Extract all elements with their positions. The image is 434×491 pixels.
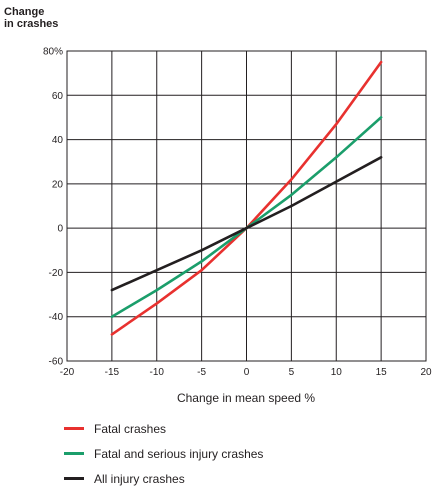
legend-label-fatal-serious: Fatal and serious injury crashes bbox=[94, 446, 264, 461]
line-chart: -20 -15 -10 -5 0 5 10 15 20 -60 -40 -20 0 20 40 60 80% C… bbox=[43, 47, 432, 406]
legend-label-fatal: Fatal crashes bbox=[94, 421, 167, 436]
y-tick-label: -60 bbox=[49, 357, 64, 368]
y-tick-label: 0 bbox=[57, 224, 63, 235]
grid bbox=[67, 51, 426, 361]
legend-swatch-fatal bbox=[64, 427, 84, 430]
x-tick-label: 15 bbox=[376, 367, 388, 378]
x-tick-label: -20 bbox=[60, 367, 75, 378]
y-tick-label: -20 bbox=[49, 268, 64, 279]
x-tick-label: -5 bbox=[197, 367, 206, 378]
y-axis-label: Change in crashes bbox=[4, 6, 59, 30]
legend-label-all-injury: All injury crashes bbox=[94, 471, 185, 486]
plot-area bbox=[66, 50, 427, 362]
y-tick-label: 80% bbox=[43, 47, 63, 58]
legend-swatch-all-injury bbox=[64, 477, 84, 480]
x-tick-label: 5 bbox=[289, 367, 295, 378]
plot-frame bbox=[66, 50, 427, 362]
y-tick-label: 40 bbox=[52, 135, 64, 146]
legend-item-fatal: Fatal crashes bbox=[64, 416, 263, 441]
y-tick-label: 60 bbox=[52, 91, 64, 102]
x-tick-label: 20 bbox=[420, 367, 432, 378]
x-tick-label: 10 bbox=[331, 367, 343, 378]
y-tick-label: -40 bbox=[49, 312, 64, 323]
tick-labels: -20 -15 -10 -5 0 5 10 15 20 -60 -40 -20 0 20 40 60 80% bbox=[43, 47, 432, 379]
x-tick-label: 0 bbox=[244, 367, 250, 378]
x-axis-label: Change in mean speed % bbox=[177, 391, 315, 405]
y-tick-label: 20 bbox=[52, 179, 64, 190]
x-tick-label: -15 bbox=[105, 367, 120, 378]
legend: Fatal crashes Fatal and serious injury c… bbox=[64, 416, 263, 491]
series-lines bbox=[110, 60, 383, 336]
series-line-2 bbox=[110, 156, 383, 292]
legend-swatch-fatal-serious bbox=[64, 452, 84, 455]
x-tick-label: -10 bbox=[150, 367, 165, 378]
legend-item-fatal-serious: Fatal and serious injury crashes bbox=[64, 441, 263, 466]
legend-item-all-injury: All injury crashes bbox=[64, 466, 263, 491]
